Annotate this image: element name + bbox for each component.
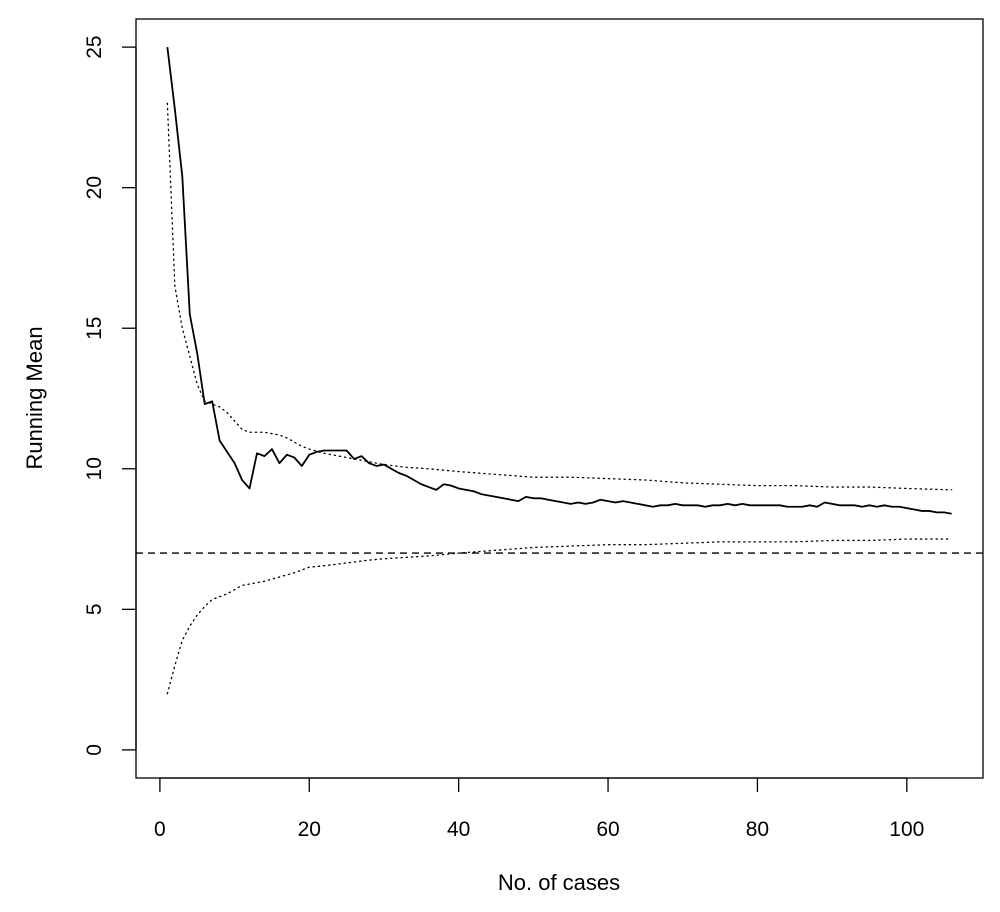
x-tick-label: 60 [596, 818, 619, 841]
x-axis-title: No. of cases [498, 870, 620, 895]
x-axis: 0 20 40 60 80 100 [154, 777, 924, 841]
y-tick-label: 20 [83, 176, 106, 199]
y-axis-title: Running Mean [22, 326, 47, 469]
series-group [166, 47, 953, 695]
lower-bound-dotted-line [166, 538, 953, 695]
x-tick-label: 0 [154, 818, 166, 841]
y-tick-label: 0 [83, 744, 106, 756]
x-tick-label: 80 [746, 818, 769, 841]
y-tick-label: 25 [83, 35, 106, 58]
y-tick-label: 5 [83, 603, 106, 615]
running-mean-line [166, 47, 952, 515]
x-tick-label: 40 [447, 818, 470, 841]
plot-frame [135, 18, 984, 779]
y-tick-label: 15 [83, 317, 106, 340]
x-tick-label: 100 [889, 818, 924, 841]
y-tick-label: 10 [83, 457, 106, 480]
x-tick-label: 20 [298, 818, 321, 841]
upper-bound-dotted-line [166, 102, 953, 491]
y-axis: 0 5 10 15 20 25 [83, 35, 137, 756]
